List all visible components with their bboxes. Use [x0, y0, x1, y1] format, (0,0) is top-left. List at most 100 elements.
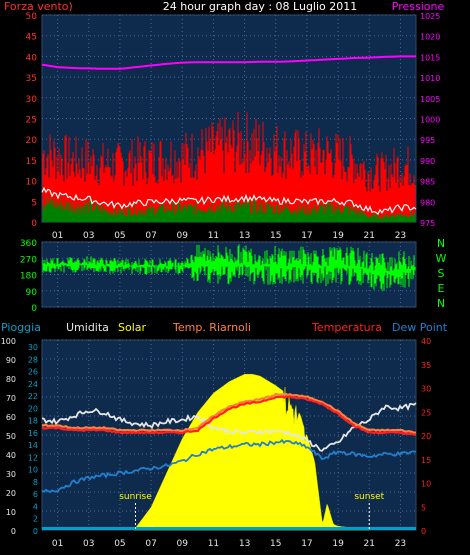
y-tick-temp: 30: [421, 385, 431, 394]
y-tick-left: 0: [31, 219, 37, 229]
y-tick-temp: 10: [421, 480, 431, 489]
x-tick-label: 11: [208, 539, 219, 549]
compass-label: W: [436, 252, 447, 265]
y-tick-humidity: 50: [6, 432, 16, 441]
y-tick-left: 30: [26, 95, 38, 105]
y-tick-humidity: 100: [1, 337, 16, 346]
y-tick-temp: 35: [421, 361, 431, 370]
x-tick-label: 07: [145, 231, 156, 241]
series-wind-direction: [42, 244, 416, 291]
x-tick-label: 03: [83, 231, 94, 241]
y-tick-left: 35: [26, 74, 37, 84]
wind-force-label: Forza vento): [4, 0, 73, 13]
y-tick-rain: 16: [28, 429, 38, 438]
legend-pioggia: Pioggia: [1, 321, 41, 334]
legend-dew-point: Dew Point: [392, 321, 448, 334]
y-tick-right: 1005: [420, 95, 440, 104]
y-tick-right: 1025: [420, 12, 440, 21]
y-tick-rain: 28: [28, 355, 38, 364]
x-tick-label: 19: [332, 539, 344, 549]
legend-umidita: Umidita: [66, 321, 109, 334]
x-tick-label: 15: [270, 539, 281, 549]
y-tick-right: 975: [420, 219, 435, 228]
y-tick-right: 1015: [420, 53, 440, 62]
y-tick-dir: 90: [26, 288, 38, 298]
series-temp-riarnoli: [41, 392, 417, 434]
compass-label: N: [437, 237, 445, 250]
pressure-label: Pressione: [392, 0, 445, 13]
y-tick-humidity: 0: [11, 527, 16, 536]
y-tick-humidity: 40: [6, 451, 16, 460]
x-tick-label: 03: [83, 539, 94, 549]
y-tick-humidity: 20: [6, 489, 16, 498]
y-tick-rain: 14: [28, 441, 38, 450]
series-umidita: [41, 402, 417, 452]
x-tick-label: 11: [208, 231, 219, 241]
compass-label: S: [438, 267, 445, 280]
climate-panel: sunrise sunset 01020304050607080901000246…: [1, 337, 431, 549]
x-tick-label: 05: [114, 231, 125, 241]
y-tick-left: 45: [26, 33, 37, 43]
y-tick-right: 985: [420, 178, 435, 187]
series-dew-point: [41, 438, 417, 494]
y-tick-right: 980: [420, 198, 435, 207]
y-tick-right: 1010: [420, 74, 440, 83]
y-tick-left: 25: [26, 116, 37, 126]
y-tick-rain: 12: [28, 453, 38, 462]
legend-solar: Solar: [118, 321, 147, 334]
annotation-sunset: sunset: [354, 492, 384, 502]
y-tick-rain: 2: [33, 515, 38, 524]
y-tick-temp: 15: [421, 456, 431, 465]
x-tick-label: 15: [270, 231, 281, 241]
x-tick-label: 01: [52, 539, 63, 549]
y-tick-humidity: 30: [6, 470, 16, 479]
y-tick-rain: 22: [28, 392, 38, 401]
annotation-sunrise: sunrise: [119, 492, 152, 502]
series-solar: [133, 373, 370, 531]
y-tick-left: 5: [31, 198, 37, 208]
x-tick-label: 13: [239, 539, 250, 549]
x-tick-label: 17: [301, 231, 312, 241]
wind-pressure-panel: 24 hour graph day : 08 Luglio 2011 Forza…: [4, 0, 444, 241]
y-tick-temp: 40: [421, 337, 431, 346]
y-tick-left: 10: [26, 178, 38, 188]
y-tick-temp: 0: [421, 527, 426, 536]
x-tick-label: 21: [364, 231, 375, 241]
x-tick-label: 23: [395, 539, 406, 549]
x-tick-label: 09: [177, 539, 189, 549]
y-tick-temp: 25: [421, 408, 431, 417]
y-tick-right: 990: [420, 157, 435, 166]
y-tick-rain: 24: [28, 380, 38, 389]
y-tick-temp: 20: [421, 432, 431, 441]
y-tick-dir: 270: [20, 255, 37, 265]
chart-title: 24 hour graph day : 08 Luglio 2011: [163, 0, 358, 13]
x-tick-label: 19: [332, 231, 344, 241]
y-tick-left: 40: [26, 53, 38, 63]
series-avg-wind: [41, 186, 417, 215]
y-tick-left: 15: [26, 157, 37, 167]
y-tick-temp: 5: [421, 503, 426, 512]
y-tick-rain: 0: [33, 527, 38, 536]
x-tick-label: 07: [145, 539, 156, 549]
y-tick-rain: 4: [33, 502, 38, 511]
y-tick-rain: 30: [28, 343, 38, 352]
y-tick-rain: 26: [28, 368, 38, 377]
x-tick-label: 21: [364, 539, 375, 549]
y-tick-right: 995: [420, 136, 435, 145]
x-tick-label: 23: [395, 231, 406, 241]
y-tick-rain: 6: [33, 490, 38, 499]
series-pressure: [41, 55, 416, 70]
y-tick-rain: 8: [33, 478, 38, 487]
compass-label: N: [437, 297, 445, 310]
y-tick-humidity: 10: [6, 508, 16, 517]
y-tick-dir: 180: [20, 272, 37, 282]
y-tick-humidity: 70: [6, 394, 16, 403]
y-tick-left: 50: [26, 12, 38, 22]
series-temperatura: [41, 395, 417, 436]
y-tick-dir: 0: [31, 304, 37, 314]
y-tick-left: 20: [26, 136, 38, 146]
series-wind: [42, 196, 416, 222]
x-tick-label: 13: [239, 231, 250, 241]
